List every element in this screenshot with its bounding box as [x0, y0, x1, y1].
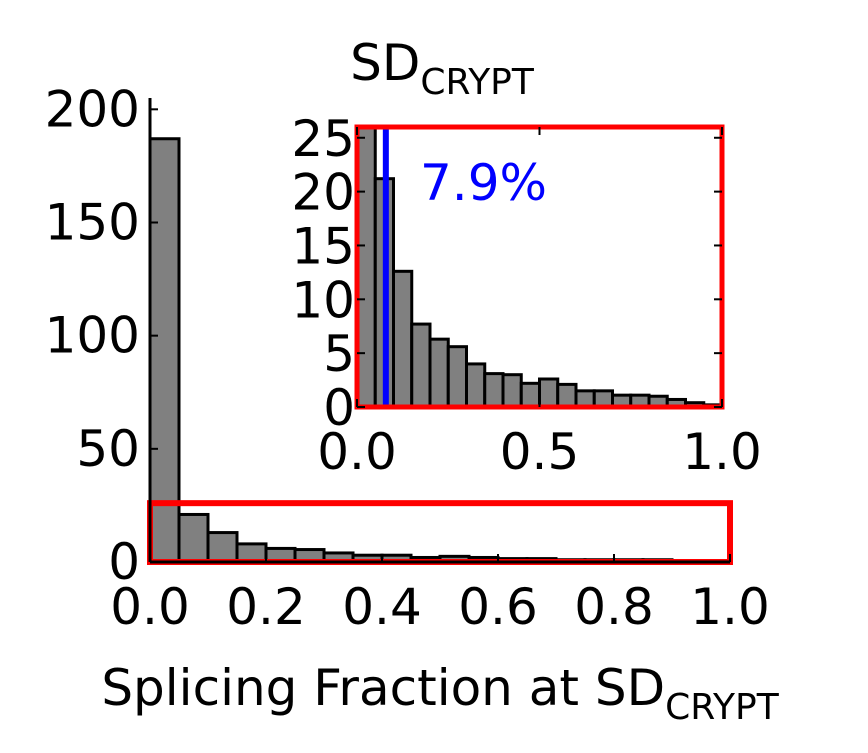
inset-bar-8	[501, 373, 523, 409]
inset-bar-2	[392, 269, 414, 409]
x-axis-label: Splicing Fraction at SDCRYPT	[101, 659, 779, 728]
main-axes	[148, 98, 730, 564]
inset-bar-6	[465, 362, 487, 409]
main-bar-0	[148, 137, 181, 564]
inset-bar-7	[483, 372, 505, 409]
x-axis-label-sub: CRYPT	[665, 687, 780, 728]
main-x-tick-label-2: 0.4	[342, 578, 422, 636]
main-y-tick-label-2: 100	[45, 307, 140, 365]
inset-x-tick-label-0: 0.0	[317, 423, 397, 481]
inset-bar-5	[446, 345, 468, 409]
main-x-tick-label-5: 1.0	[690, 578, 770, 636]
main-y-tick-label-3: 150	[45, 193, 140, 251]
main-x-tick-label-0: 0.0	[110, 578, 190, 636]
inset-bar-4	[428, 337, 450, 409]
inset-y-tick-label-0: 0	[323, 379, 355, 437]
main-y-tick-label-4: 200	[45, 80, 140, 138]
inset-bar-9	[519, 381, 541, 409]
main-x-tick-label-4: 0.8	[574, 578, 654, 636]
inset-x-ticks: 0.0 0.5 1.0	[317, 127, 762, 481]
x-axis-label-main: Splicing Fraction at SD	[101, 659, 665, 717]
inset-annotation: 7.9%	[420, 154, 547, 212]
figure-title: SDCRYPT	[350, 34, 535, 103]
inset-y-tick-label-3: 15	[291, 217, 355, 275]
inset-x-tick-label-1: 0.5	[500, 423, 580, 481]
main-x-tick-label-3: 0.6	[458, 578, 538, 636]
main-y-tick-label-0: 0	[108, 533, 140, 591]
inset-y-tick-label-5: 25	[291, 110, 355, 168]
main-y-tick-label-1: 50	[76, 420, 140, 478]
inset-bar-11	[556, 382, 578, 409]
main-y-ticks: 0 50 100 150 200	[45, 80, 158, 591]
inset-y-tick-label-2: 10	[291, 271, 355, 329]
inset-y-tick-label-1: 5	[323, 325, 355, 383]
figure-title-sub: CRYPT	[420, 62, 535, 103]
main-bar-1	[177, 512, 210, 564]
figure-title-main: SD	[350, 34, 420, 92]
inset-bar-0	[355, 125, 377, 409]
inset-y-tick-label-4: 20	[291, 164, 355, 222]
main-x-ticks: 0.0 0.2 0.4 0.6 0.8 1.0	[110, 554, 770, 636]
inset-bar-3	[410, 322, 432, 409]
main-x-tick-label-1: 0.2	[226, 578, 306, 636]
inset-x-tick-label-2: 1.0	[682, 423, 762, 481]
main-bar-2	[206, 531, 239, 564]
inset-bar-10	[538, 377, 560, 409]
